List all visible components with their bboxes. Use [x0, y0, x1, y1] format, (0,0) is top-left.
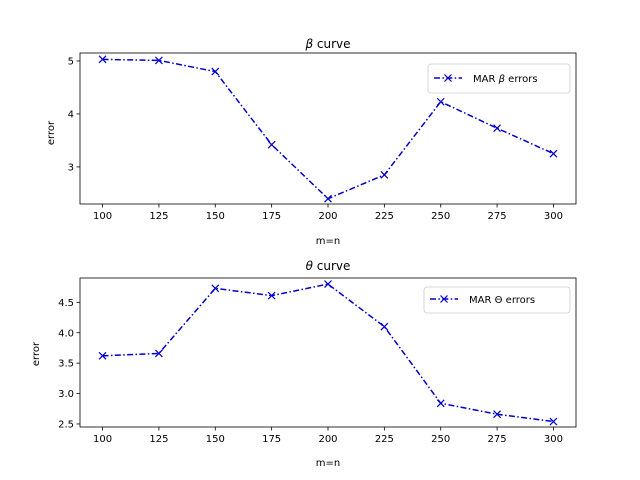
x-ticks-beta: 100 125 150 175 200 225 250 275 300 — [93, 204, 563, 222]
legend-box-beta — [427, 63, 571, 94]
y-tick-label-beta-2: 5 — [68, 57, 74, 68]
x-axis-label-beta: m=n — [316, 236, 340, 247]
plot-frame-theta — [79, 277, 577, 428]
x-tick-label-theta-7: 275 — [488, 434, 507, 445]
x-tick-label-theta-6: 250 — [431, 434, 450, 445]
x-tick-label-theta-3: 175 — [262, 434, 281, 445]
x-tick-label-beta-0: 100 — [93, 211, 112, 222]
data-point-theta-7 — [493, 410, 502, 419]
data-point-theta-0 — [98, 351, 107, 360]
x-ticks-theta: 100 125 150 175 200 225 250 275 300 — [93, 427, 563, 445]
data-point-beta-3 — [267, 140, 276, 149]
legend-entry-theta: MAR Θ errors — [469, 295, 535, 306]
data-point-beta-7 — [493, 124, 502, 133]
x-tick-label-beta-1: 125 — [149, 211, 168, 222]
legend-entry-beta: MAR β errors — [473, 74, 538, 85]
data-point-theta-8 — [549, 417, 558, 426]
chart-title-theta: θ curve — [306, 259, 351, 273]
x-tick-label-theta-5: 225 — [375, 434, 394, 445]
subplot-theta: θ curve 2.5 3.0 3.5 4.0 4.5 100 125 150 175 200 2… — [31, 259, 577, 469]
y-tick-label-theta-4: 4.5 — [58, 298, 74, 309]
y-tick-label-theta-2: 3.5 — [58, 359, 74, 370]
data-point-beta-1 — [154, 56, 163, 65]
legend-box-theta — [423, 286, 571, 314]
legend-theta: MAR Θ errors — [423, 286, 571, 314]
y-tick-label-theta-0: 2.5 — [58, 420, 74, 431]
data-point-beta-6 — [436, 97, 445, 106]
data-point-theta-6 — [436, 399, 445, 408]
series-line-theta-0 — [102, 283, 554, 423]
y-tick-label-theta-1: 3.0 — [58, 389, 74, 400]
x-tick-label-beta-6: 250 — [431, 211, 450, 222]
x-tick-label-beta-5: 225 — [375, 211, 394, 222]
subplot-beta: β curve 345 100 125 150 175 200 225 250 275 300 … — [46, 37, 577, 247]
data-point-beta-0 — [98, 55, 107, 64]
series-theta — [98, 280, 558, 426]
x-tick-label-theta-8: 300 — [544, 434, 563, 445]
x-tick-label-beta-7: 275 — [488, 211, 507, 222]
data-point-theta-5 — [380, 322, 389, 331]
plot-frame-beta — [79, 52, 577, 205]
data-point-theta-3 — [267, 291, 276, 300]
x-tick-label-beta-3: 175 — [262, 211, 281, 222]
y-axis-label-theta: error — [31, 341, 42, 366]
x-tick-label-theta-1: 125 — [149, 434, 168, 445]
y-axis-label-beta: error — [46, 120, 57, 145]
y-ticks-theta: 2.5 3.0 3.5 4.0 4.5 — [58, 298, 80, 431]
data-point-beta-4 — [324, 194, 332, 203]
y-tick-label-beta-1: 4 — [68, 110, 74, 121]
data-point-beta-8 — [549, 149, 558, 158]
data-point-theta-1 — [154, 349, 163, 358]
y-tick-label-theta-3: 4.0 — [58, 328, 74, 339]
x-tick-label-theta-4: 200 — [318, 434, 337, 445]
y-ticks-beta: 3 4 5 — [68, 57, 80, 174]
data-point-theta-2 — [211, 284, 220, 293]
data-point-beta-2 — [211, 67, 220, 76]
data-point-theta-4 — [324, 280, 332, 289]
legend-marker-theta — [440, 295, 448, 303]
x-tick-label-beta-8: 300 — [544, 211, 563, 222]
legend-marker-beta — [444, 74, 452, 82]
legend-beta: MAR β errors — [427, 63, 571, 94]
series-beta — [98, 55, 558, 203]
x-tick-label-theta-2: 150 — [206, 434, 225, 445]
x-tick-label-theta-0: 100 — [93, 434, 112, 445]
x-axis-label-theta: m=n — [316, 458, 340, 469]
x-tick-label-beta-4: 200 — [318, 211, 337, 222]
y-tick-label-beta-0: 3 — [68, 163, 74, 174]
x-tick-label-beta-2: 150 — [206, 211, 225, 222]
data-point-beta-5 — [380, 170, 389, 179]
chart-title-beta: β curve — [304, 37, 350, 51]
